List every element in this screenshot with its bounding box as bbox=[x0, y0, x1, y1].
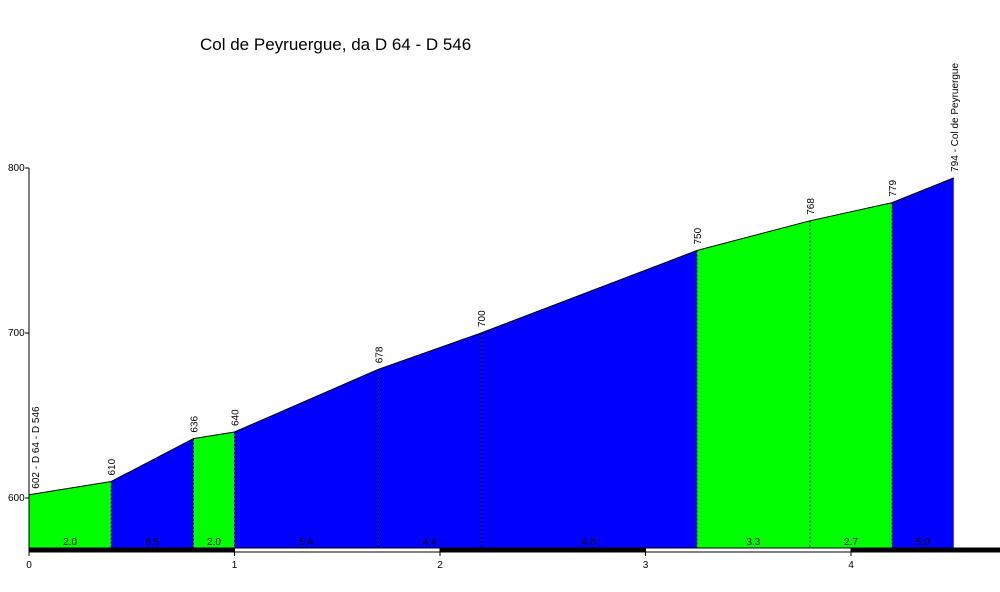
elevation-label: 794 - Col de Peyruergue bbox=[950, 63, 961, 172]
x-tick-label: 0 bbox=[26, 560, 32, 571]
elevation-label: 750 bbox=[693, 227, 704, 244]
x-tick-label: 1 bbox=[232, 560, 238, 571]
elevation-label: 779 bbox=[888, 180, 899, 197]
gradient-label: 2.7 bbox=[844, 537, 858, 548]
profile-areas bbox=[28, 177, 954, 549]
elevation-labels: 602 - D 64 - D 546 610 636 640 678 700 750 768 7… bbox=[31, 63, 961, 489]
y-axis: 600 700 800 bbox=[8, 163, 30, 548]
segment-area bbox=[481, 250, 697, 548]
y-tick-label: 600 bbox=[8, 493, 25, 504]
gradient-label: 3.3 bbox=[746, 537, 760, 548]
profile-line bbox=[28, 177, 954, 496]
segment-area bbox=[29, 481, 112, 548]
segment-area bbox=[234, 369, 379, 548]
distance-bar-block bbox=[850, 547, 1000, 553]
gradient-label: 4.4 bbox=[423, 537, 437, 548]
elevation-label: 602 - D 64 - D 546 bbox=[31, 406, 42, 489]
chart-title: Col de Peyruergue, da D 64 - D 546 bbox=[200, 35, 471, 54]
segment-area bbox=[696, 220, 810, 549]
gradient-label: 2.0 bbox=[207, 537, 221, 548]
elevation-label: 768 bbox=[806, 198, 817, 215]
segment-area bbox=[193, 432, 235, 548]
gradient-label: 4.8 bbox=[582, 537, 596, 548]
x-tick-label: 2 bbox=[437, 560, 443, 571]
elevation-label: 700 bbox=[477, 310, 488, 327]
distance-bar-block bbox=[645, 547, 852, 553]
gradient-label: 6.5 bbox=[145, 537, 159, 548]
segment-area bbox=[378, 333, 482, 548]
distance-bar-block bbox=[28, 547, 235, 553]
segment-dividers bbox=[110, 202, 893, 548]
segment-area bbox=[111, 438, 194, 548]
x-tick-label: 4 bbox=[848, 560, 854, 571]
gradient-label: 5.4 bbox=[299, 537, 313, 548]
x-axis: 0 1 2 3 4 bbox=[26, 552, 854, 571]
y-tick-label: 800 bbox=[8, 163, 25, 174]
gradient-label: 2.0 bbox=[63, 537, 77, 548]
elevation-label: 636 bbox=[189, 415, 200, 432]
distance-scale-bar bbox=[28, 547, 1000, 553]
elevation-label: 610 bbox=[107, 458, 118, 475]
gradient-labels: 2.0 6.5 2.0 5.4 4.4 4.8 3.3 2.7 5.0 bbox=[63, 537, 930, 548]
elevation-label: 640 bbox=[231, 409, 242, 426]
gradient-label: 5.0 bbox=[916, 537, 930, 548]
distance-bar-block bbox=[234, 547, 441, 553]
elevation-label: 678 bbox=[374, 346, 385, 363]
segment-area bbox=[809, 202, 893, 548]
distance-bar-block bbox=[439, 547, 646, 553]
y-tick-label: 700 bbox=[8, 328, 25, 339]
segment-area bbox=[892, 177, 954, 548]
x-tick-label: 3 bbox=[643, 560, 649, 571]
